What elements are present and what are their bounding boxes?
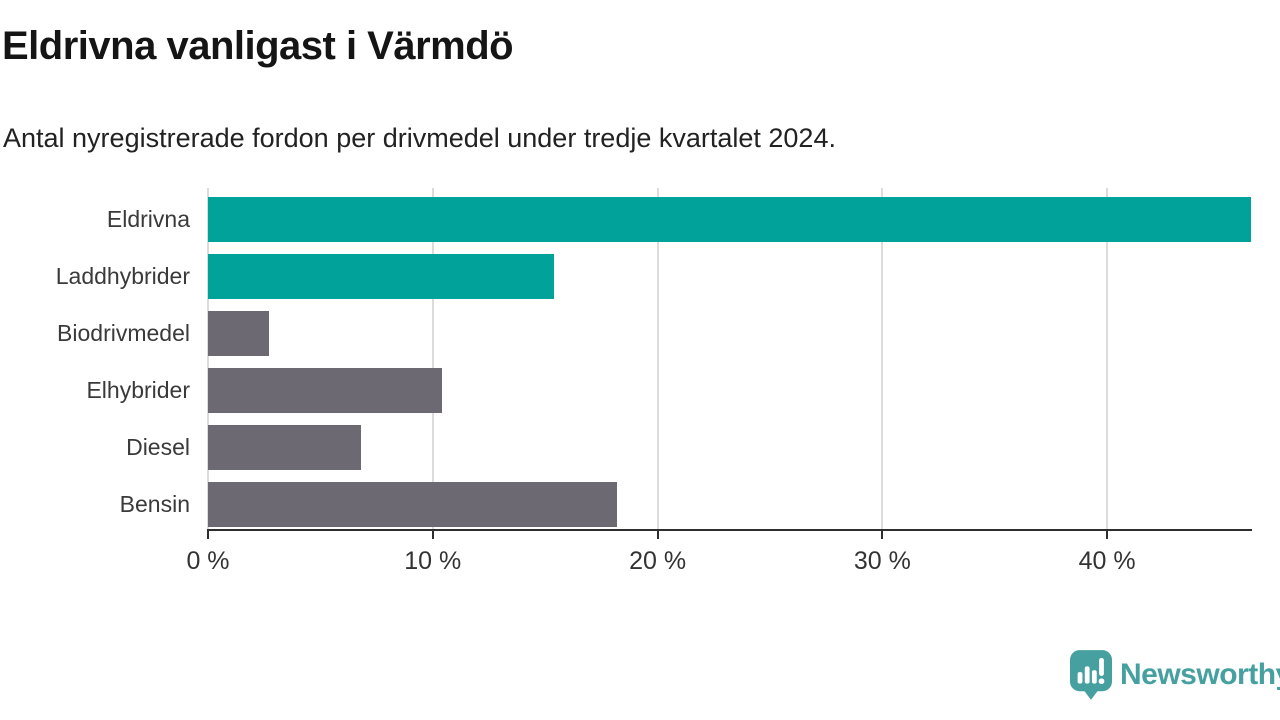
bar-diesel <box>208 425 361 470</box>
category-label-bensin: Bensin <box>119 491 190 517</box>
category-label-elhybrider: Elhybrider <box>86 377 190 403</box>
page-subtitle: Antal nyregistrerade fordon per drivmede… <box>3 123 836 153</box>
bar-laddhybrider <box>208 254 555 299</box>
x-tick-label-10: 10 % <box>404 547 462 575</box>
page-title: Eldrivna vanligast i Värmdö <box>2 24 514 68</box>
category-label-eldrivna: Eldrivna <box>106 206 190 232</box>
newsworthy-wordmark: Newsworthy <box>1120 658 1280 691</box>
x-tick-label-0: 0 % <box>186 547 230 575</box>
x-tick-label-40: 40 % <box>1078 547 1136 575</box>
bar-eldrivna <box>208 197 1251 242</box>
x-tick-40 <box>1106 531 1109 539</box>
gridline-0 <box>207 188 209 529</box>
x-tick-20 <box>656 531 659 539</box>
bar-elhybrider <box>208 368 442 413</box>
category-label-laddhybrider: Laddhybrider <box>55 263 190 289</box>
category-label-biodrivmedel: Biodrivmedel <box>57 320 190 346</box>
bar-bensin <box>208 482 618 527</box>
x-tick-0 <box>207 531 209 539</box>
newsworthy-logo-icon <box>1070 650 1112 700</box>
gridline-20 <box>656 188 659 529</box>
category-label-diesel: Diesel <box>126 434 190 460</box>
x-tick-30 <box>881 531 884 539</box>
gridline-30 <box>881 188 884 529</box>
newsworthy-logo: Newsworthy <box>1070 649 1280 701</box>
x-tick-label-20: 20 % <box>629 547 687 575</box>
bar-biodrivmedel <box>208 311 269 356</box>
x-tick-10 <box>431 531 434 539</box>
gridline-40 <box>1106 188 1109 529</box>
x-axis-line <box>207 529 1252 531</box>
gridline-10 <box>431 188 434 529</box>
x-tick-label-30: 30 % <box>853 547 911 575</box>
